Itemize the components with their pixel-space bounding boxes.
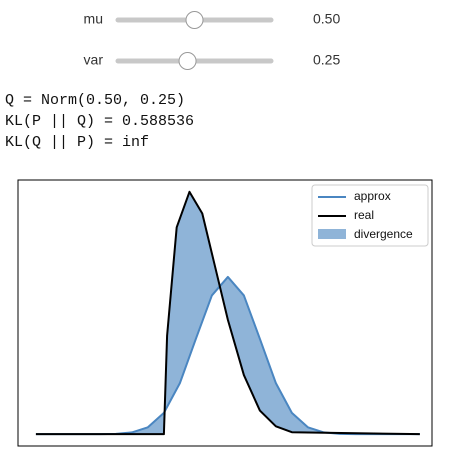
sliders: mu 0.50 var 0.25 xyxy=(84,11,340,70)
series-line xyxy=(35,190,420,436)
plot-frame xyxy=(17,179,433,447)
divergence-area xyxy=(35,191,420,435)
slider-knob[interactable] xyxy=(178,52,197,70)
output-line: Q = Norm(0.50, 0.25) xyxy=(5,92,185,109)
slider-knob[interactable] xyxy=(185,11,204,29)
slider-value: 0.25 xyxy=(313,52,340,68)
plot: approx real divergence xyxy=(35,184,429,436)
output-line: KL(P || Q) = 0.588536 xyxy=(5,113,194,130)
slider-value: 0.50 xyxy=(313,11,340,27)
slider-label: mu xyxy=(84,11,103,27)
legend-swatch xyxy=(318,229,346,239)
legend-label: approx xyxy=(354,189,391,203)
slider-label: var xyxy=(84,52,104,68)
legend-label: real xyxy=(354,208,374,222)
legend-label: divergence xyxy=(354,227,413,241)
output-line: KL(Q || P) = inf xyxy=(5,134,149,151)
